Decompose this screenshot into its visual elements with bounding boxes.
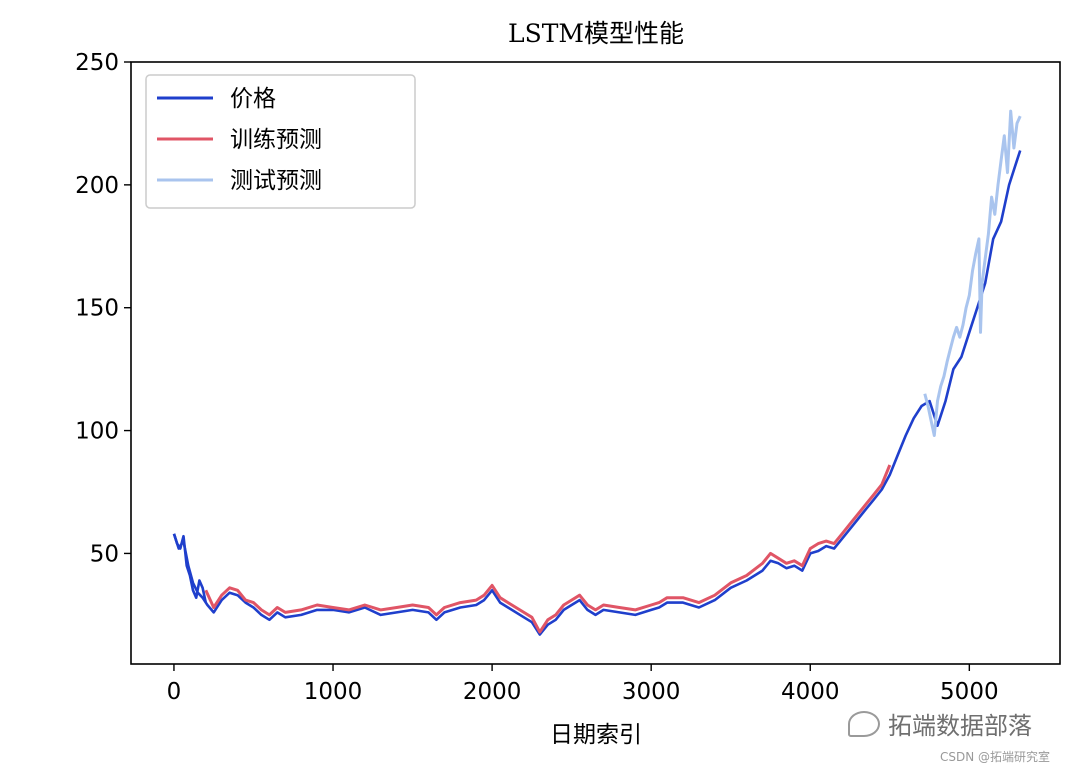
x-tick-label: 2000 <box>463 679 522 705</box>
series-line-price-start <box>172 533 208 603</box>
legend-label-test: 测试预测 <box>230 168 322 194</box>
series-line-train-prediction <box>204 464 892 634</box>
plot-area <box>172 109 1022 636</box>
watermark-main: 拓端数据部落 <box>848 706 1032 741</box>
y-tick-label: 200 <box>75 173 119 199</box>
y-tick-label: 150 <box>75 296 119 322</box>
wechat-icon <box>848 711 880 737</box>
plot-frame <box>130 61 1061 665</box>
watermark-sub: CSDN @拓端研究室 <box>940 750 1051 764</box>
x-tick-label: 0 <box>167 679 182 705</box>
x-tick-label: 5000 <box>940 679 999 705</box>
x-tick-label: 1000 <box>304 679 363 705</box>
chart-title: LSTM模型性能 <box>508 19 684 48</box>
y-tick-label: 250 <box>75 50 119 76</box>
y-tick-label: 50 <box>90 541 119 567</box>
y-tick-label: 100 <box>75 419 119 445</box>
legend-label-train: 训练预测 <box>230 127 322 153</box>
x-tick-label: 3000 <box>622 679 681 705</box>
series-line-test-prediction <box>923 109 1022 437</box>
y-axis: 50 100 150 200 250 <box>75 50 131 567</box>
legend-label-price: 价格 <box>230 86 276 112</box>
x-axis-label: 日期索引 <box>550 722 642 748</box>
x-tick-label: 4000 <box>781 679 840 705</box>
legend: 价格 训练预测 测试预测 <box>145 74 416 209</box>
legend-box <box>145 74 416 209</box>
x-axis: 0 1000 2000 3000 4000 5000 <box>167 664 999 705</box>
watermark-main-text: 拓端数据部落 <box>888 712 1032 740</box>
series-line-price <box>172 150 1022 636</box>
